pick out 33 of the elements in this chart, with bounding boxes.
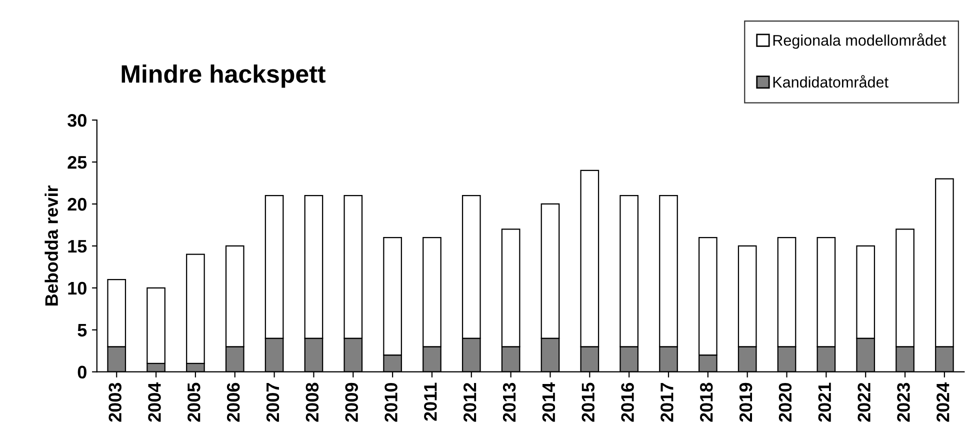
x-tick-label: 2024 <box>936 382 950 422</box>
x-tick-label: 2009 <box>345 382 358 422</box>
y-tick-label: 30 <box>68 114 86 127</box>
y-tick-label: 0 <box>78 366 86 379</box>
x-tick-label: 2012 <box>463 382 476 422</box>
x-tick-label: 2006 <box>226 382 240 422</box>
x-tick-label: 2005 <box>188 382 200 422</box>
y-tick-label: 20 <box>68 198 86 211</box>
x-tick-label: 2013 <box>502 382 516 422</box>
x-tick-label: 2022 <box>858 382 870 422</box>
x-tick-label: 2008 <box>306 382 319 422</box>
y-tick-label: 5 <box>78 324 87 337</box>
y-axis-title: Bebodda revir <box>44 186 58 306</box>
x-tick-label: 2017 <box>660 383 674 422</box>
y-tick-label: 25 <box>68 156 87 169</box>
x-tick-label: 2010 <box>384 382 398 422</box>
chart-title: Mindre hackspett <box>122 64 326 88</box>
x-tick-label: 2007 <box>266 383 280 422</box>
legend-label: Kandidatområdet <box>773 75 888 88</box>
x-tick-label: 2003 <box>108 382 122 422</box>
x-tick-label: 2023 <box>897 382 910 422</box>
x-tick-label: 2019 <box>739 382 752 422</box>
x-tick-label: 2018 <box>700 382 713 422</box>
x-tick-label: 2011 <box>424 382 437 421</box>
x-tick-label: 2014 <box>542 382 556 422</box>
x-tick-label: 2016 <box>621 382 634 422</box>
y-tick-label: 15 <box>68 240 87 253</box>
x-tick-label: 2015 <box>582 382 595 422</box>
y-tick-label: 10 <box>68 282 86 295</box>
x-tick-label: 2021 <box>818 382 832 422</box>
x-tick-label: 2004 <box>148 382 161 422</box>
legend-label: Regionala modellområdet <box>773 33 946 49</box>
x-tick-label: 2020 <box>778 382 792 422</box>
